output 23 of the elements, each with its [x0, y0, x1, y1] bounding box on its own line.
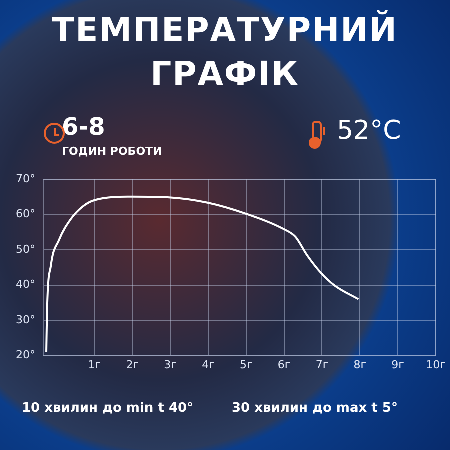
x-tick-label: 5г	[240, 358, 253, 372]
x-tick-label: 1г	[88, 358, 102, 372]
x-tick-label: 6г	[278, 358, 291, 372]
chart-title: ТЕМПЕРАТУРНИЙ ГРАФІК	[51, 9, 399, 95]
y-tick-label: 70°	[16, 172, 36, 186]
y-tick-label: 50°	[16, 242, 36, 256]
text: 6-8	[62, 113, 106, 141]
text: 52°C	[337, 116, 402, 146]
y-tick-label: 20°	[16, 348, 36, 362]
x-tick-label: 2г	[126, 358, 140, 372]
x-tick-label: 4г	[202, 358, 216, 372]
y-tick-label: 60°	[16, 208, 36, 221]
y-tick-label: 30°	[16, 313, 36, 326]
text: 30 хвилин до max t 5°	[232, 401, 398, 416]
x-tick-label: 9г	[392, 358, 405, 372]
text: ГОДИН РОБОТИ	[62, 145, 162, 158]
text: 10 хвилин до min t 40°	[22, 401, 194, 416]
x-tick-label: 3г	[164, 358, 178, 372]
line-series	[46, 196, 360, 354]
x-tick-label: 10г	[426, 358, 446, 372]
y-tick-label: 40°	[16, 278, 36, 292]
x-tick-label: 8г	[354, 358, 367, 372]
x-tick-label: 7г	[316, 358, 329, 372]
